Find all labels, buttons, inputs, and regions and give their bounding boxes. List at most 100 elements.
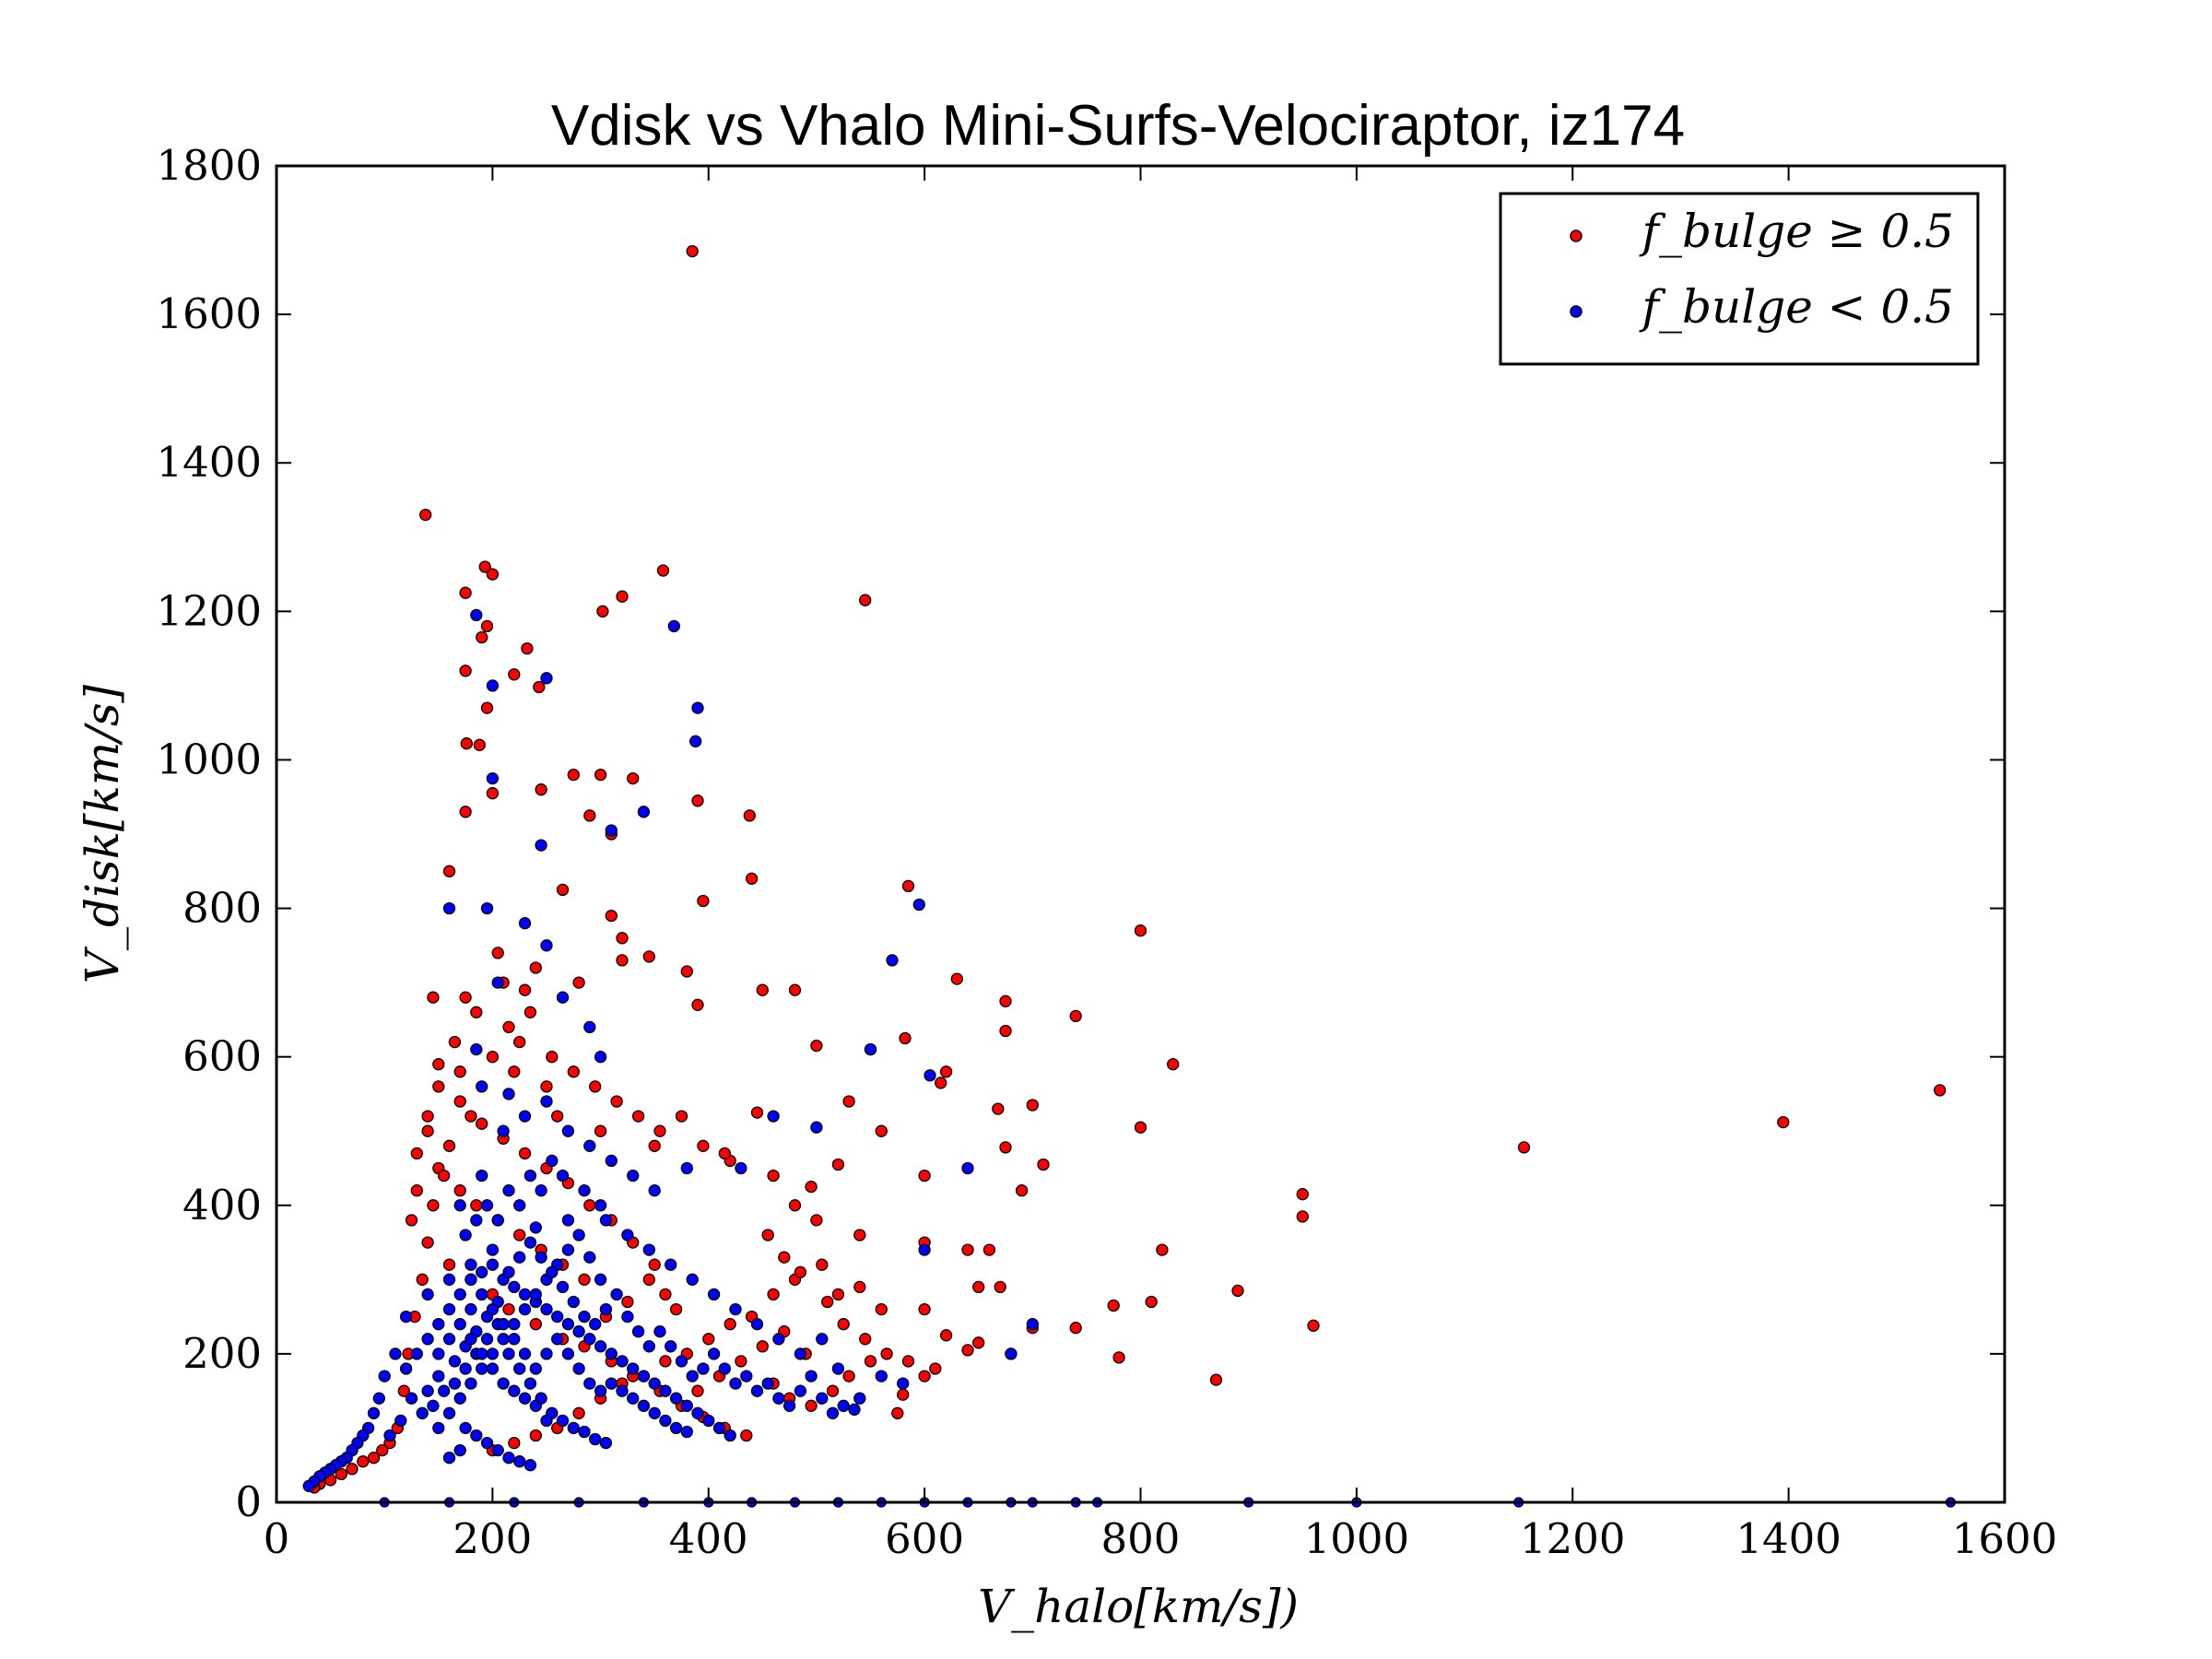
data-point-series-0 [745, 872, 759, 885]
data-point-series-0 [529, 1429, 542, 1442]
data-point-series-0 [410, 1184, 423, 1197]
data-point-series-1 [886, 954, 899, 967]
data-point-series-0 [972, 1280, 985, 1294]
data-point-series-0 [432, 1080, 445, 1093]
data-point-series-0 [556, 883, 570, 897]
data-point-series-1 [735, 1161, 747, 1175]
data-point-series-1 [470, 1042, 483, 1056]
data-point-series-1 [486, 679, 500, 692]
x-axis-label: V_halo[km/s]) [978, 1580, 1299, 1633]
data-point-series-1 [465, 1258, 477, 1271]
data-point-series-0 [805, 1180, 818, 1194]
data-point-series-0 [567, 768, 580, 782]
data-point-series-1 [637, 1399, 651, 1412]
data-point-series-0 [842, 1370, 855, 1382]
data-point-series-0 [432, 1058, 445, 1071]
data-point-series-1 [486, 1302, 500, 1316]
data-point-series-0 [735, 1355, 747, 1368]
data-point-series-1 [669, 1421, 683, 1435]
data-point-series-0 [1517, 1141, 1531, 1154]
data-point-series-1 [476, 1265, 488, 1278]
data-point-series-1 [476, 1347, 488, 1360]
data-point-series-1 [535, 1251, 547, 1264]
data-point-series-0 [627, 771, 640, 785]
data-point-series-1 [497, 1124, 510, 1137]
data-point-series-0 [939, 1329, 953, 1342]
data-point-series-0 [594, 768, 607, 782]
data-point-series-0 [642, 950, 655, 963]
legend-marker-bulge-high [1570, 229, 1583, 242]
data-point-series-1 [599, 1436, 613, 1450]
data-point-series-0 [897, 1388, 910, 1401]
data-point-series-1 [432, 1318, 445, 1331]
data-point-series-1 [529, 1399, 542, 1412]
data-point-series-0 [546, 1051, 559, 1064]
data-point-series-0 [756, 983, 769, 996]
data-point-series-0 [572, 1406, 585, 1419]
data-point-series-0 [397, 1384, 410, 1397]
data-point-series-1 [918, 1243, 931, 1256]
data-point-series-1 [589, 1318, 602, 1331]
x-tick-label: 1400 [1735, 1514, 1841, 1563]
data-point-series-0 [691, 998, 704, 1011]
data-point-series-1 [518, 917, 532, 930]
data-point-series-1 [421, 1288, 434, 1301]
data-point-series-0 [853, 1280, 866, 1294]
data-point-series-0 [659, 1355, 672, 1368]
data-point-series-0 [610, 1095, 623, 1108]
data-point-series-1 [805, 1370, 818, 1382]
data-point-series-1 [594, 1340, 607, 1353]
data-point-series-0 [1296, 1188, 1309, 1201]
data-point-series-1 [465, 1273, 477, 1286]
data-point-series-0 [459, 806, 472, 818]
data-point-series-0 [939, 1065, 953, 1078]
data-point-series-0 [502, 1302, 515, 1316]
data-point-series-1 [864, 1042, 877, 1056]
data-point-series-1 [924, 1069, 936, 1082]
data-point-series-0 [583, 809, 596, 822]
data-point-series-0 [1934, 1084, 1947, 1097]
data-point-series-0 [853, 1229, 866, 1241]
data-point-series-0 [831, 1288, 845, 1301]
data-point-series-1 [659, 1414, 672, 1428]
data-point-series-1 [724, 1429, 736, 1442]
data-point-series-0 [740, 1429, 753, 1442]
data-point-series-0 [656, 564, 670, 577]
data-point-series-1 [405, 1392, 418, 1405]
data-point-series-1 [442, 1452, 456, 1465]
data-point-series-0 [875, 1124, 888, 1137]
data-point-series-1 [648, 1184, 661, 1197]
data-point-series-0 [750, 1106, 764, 1119]
data-point-series-0 [648, 1258, 661, 1271]
data-point-series-0 [508, 668, 521, 681]
data-point-series-1 [794, 1347, 807, 1360]
data-point-series-0 [972, 1336, 985, 1349]
data-point-series-1 [508, 1333, 521, 1346]
data-point-series-0 [437, 1169, 451, 1182]
data-point-series-1 [421, 1333, 434, 1346]
data-point-series-0 [659, 1288, 672, 1301]
data-point-series-0 [1069, 1322, 1082, 1335]
chart-title: Vdisk vs Vhalo Mini-Surfs-Velociraptor, … [551, 94, 1685, 158]
y-tick-labels: 0 200 400 600 800 1000 1200 1400 1600 1800 [156, 141, 262, 1526]
data-point-series-0 [899, 1031, 912, 1045]
data-point-series-1 [583, 1377, 596, 1390]
data-point-series-0 [1156, 1243, 1169, 1256]
data-point-series-0 [1209, 1373, 1223, 1386]
data-point-series-1 [750, 1384, 764, 1397]
data-point-series-0 [1015, 1184, 1029, 1197]
data-point-series-1 [665, 1340, 677, 1353]
x-tick-label: 800 [1101, 1514, 1181, 1563]
data-point-series-1 [518, 1392, 532, 1405]
data-point-series-1 [491, 976, 504, 989]
data-point-series-0 [994, 1280, 1006, 1294]
data-point-series-1 [367, 1406, 381, 1419]
x-tick-label: 1600 [1952, 1514, 2058, 1563]
data-point-series-0 [767, 1169, 780, 1182]
data-point-series-1 [594, 1051, 607, 1064]
data-point-series-0 [778, 1251, 791, 1264]
data-point-series-1 [486, 1258, 500, 1271]
data-point-series-1 [561, 1318, 575, 1331]
x-tick-label: 600 [885, 1514, 964, 1563]
data-point-series-1 [897, 1377, 910, 1390]
